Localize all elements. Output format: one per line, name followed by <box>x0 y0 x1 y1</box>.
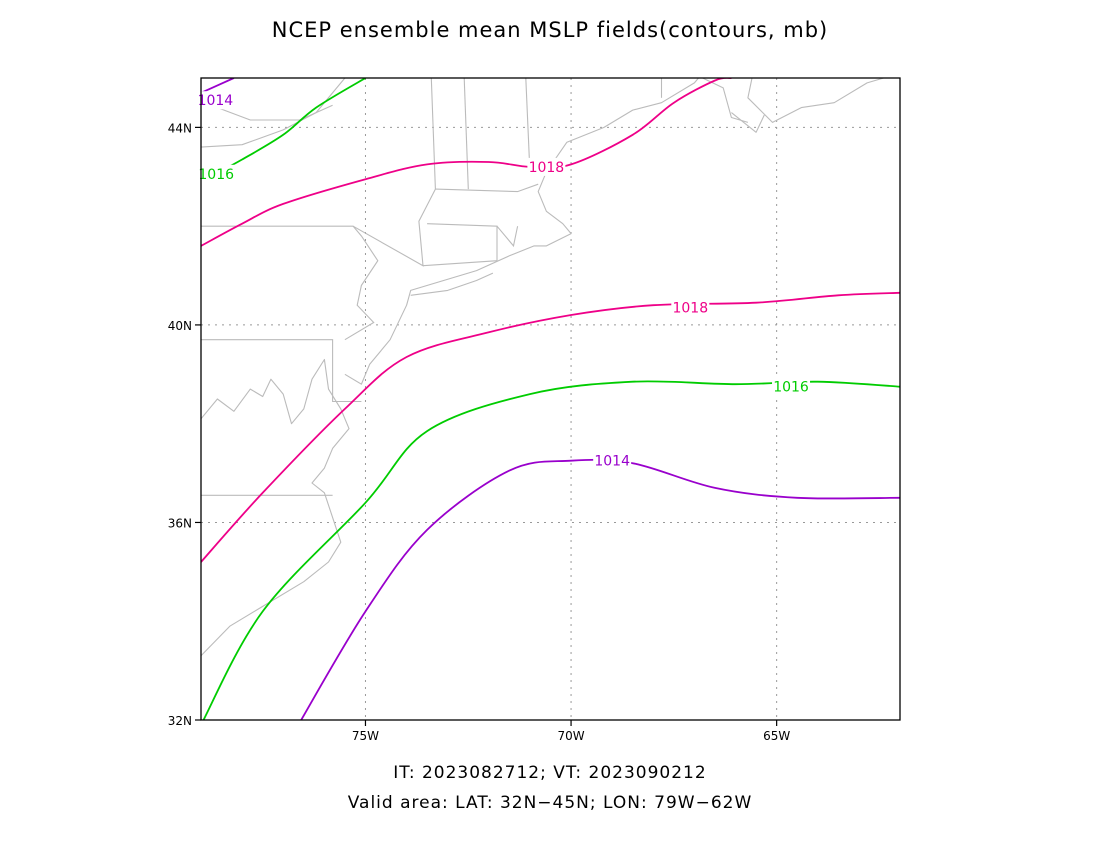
isobar-label-1018: 1018 <box>672 301 708 317</box>
coastline <box>201 78 346 148</box>
coastline <box>410 272 494 296</box>
isobar-label-1016: 1016 <box>198 167 234 183</box>
axis-ticks: 32N 36N 40N 44N 75W 70W 65W <box>168 121 791 743</box>
isobar-label-1014: 1014 <box>594 454 630 470</box>
coastline <box>201 358 350 657</box>
coastline <box>702 78 749 123</box>
state-border <box>496 225 519 248</box>
coastline <box>344 78 699 385</box>
lat-tick-label: 36N <box>168 516 192 530</box>
coastlines <box>201 78 884 657</box>
isobar-label-1014: 1014 <box>198 93 234 109</box>
contour-labels: 1014 1016 1018 1018 1016 1014 <box>196 91 811 470</box>
state-border <box>201 225 379 341</box>
plot-frame <box>200 77 901 721</box>
isobar-label-1016: 1016 <box>773 380 809 396</box>
isobar-label-bg <box>772 377 811 396</box>
lon-tick-label: 65W <box>763 729 790 743</box>
coastline <box>731 112 765 133</box>
lat-tick-label: 32N <box>168 714 192 728</box>
state-border <box>435 183 539 193</box>
state-border <box>525 78 531 172</box>
state-border <box>352 78 436 267</box>
grid-lines <box>201 78 900 720</box>
isobar-label-bg <box>197 164 236 183</box>
isobar-1014 <box>300 458 900 720</box>
lon-tick-label: 75W <box>352 729 379 743</box>
isobar-1018 <box>201 291 900 563</box>
isobar-label-bg <box>527 157 566 176</box>
init-valid-time: IT: 2023082712; VT: 2023090212 <box>393 763 707 783</box>
state-border <box>422 223 498 267</box>
coastline <box>217 104 333 121</box>
lat-tick-label: 44N <box>168 121 192 135</box>
coastline <box>747 78 884 123</box>
isobar-1018 <box>201 78 732 247</box>
state-borders <box>201 78 663 496</box>
isobar-1014 <box>201 78 235 94</box>
lon-tick-label: 70W <box>557 729 584 743</box>
state-border <box>463 78 469 190</box>
isobar-label-1018: 1018 <box>529 160 565 176</box>
chart-title: NCEP ensemble mean MSLP fields(contours,… <box>271 18 829 42</box>
state-border <box>201 339 362 403</box>
isobar-1016 <box>202 380 900 720</box>
valid-area: Valid area: LAT: 32N−45N; LON: 79W−62W <box>347 793 753 813</box>
lat-tick-label: 40N <box>168 319 192 333</box>
isobar-label-bg <box>671 298 710 317</box>
isobar-label-bg <box>593 451 632 470</box>
isobar-label-bg <box>196 91 235 110</box>
